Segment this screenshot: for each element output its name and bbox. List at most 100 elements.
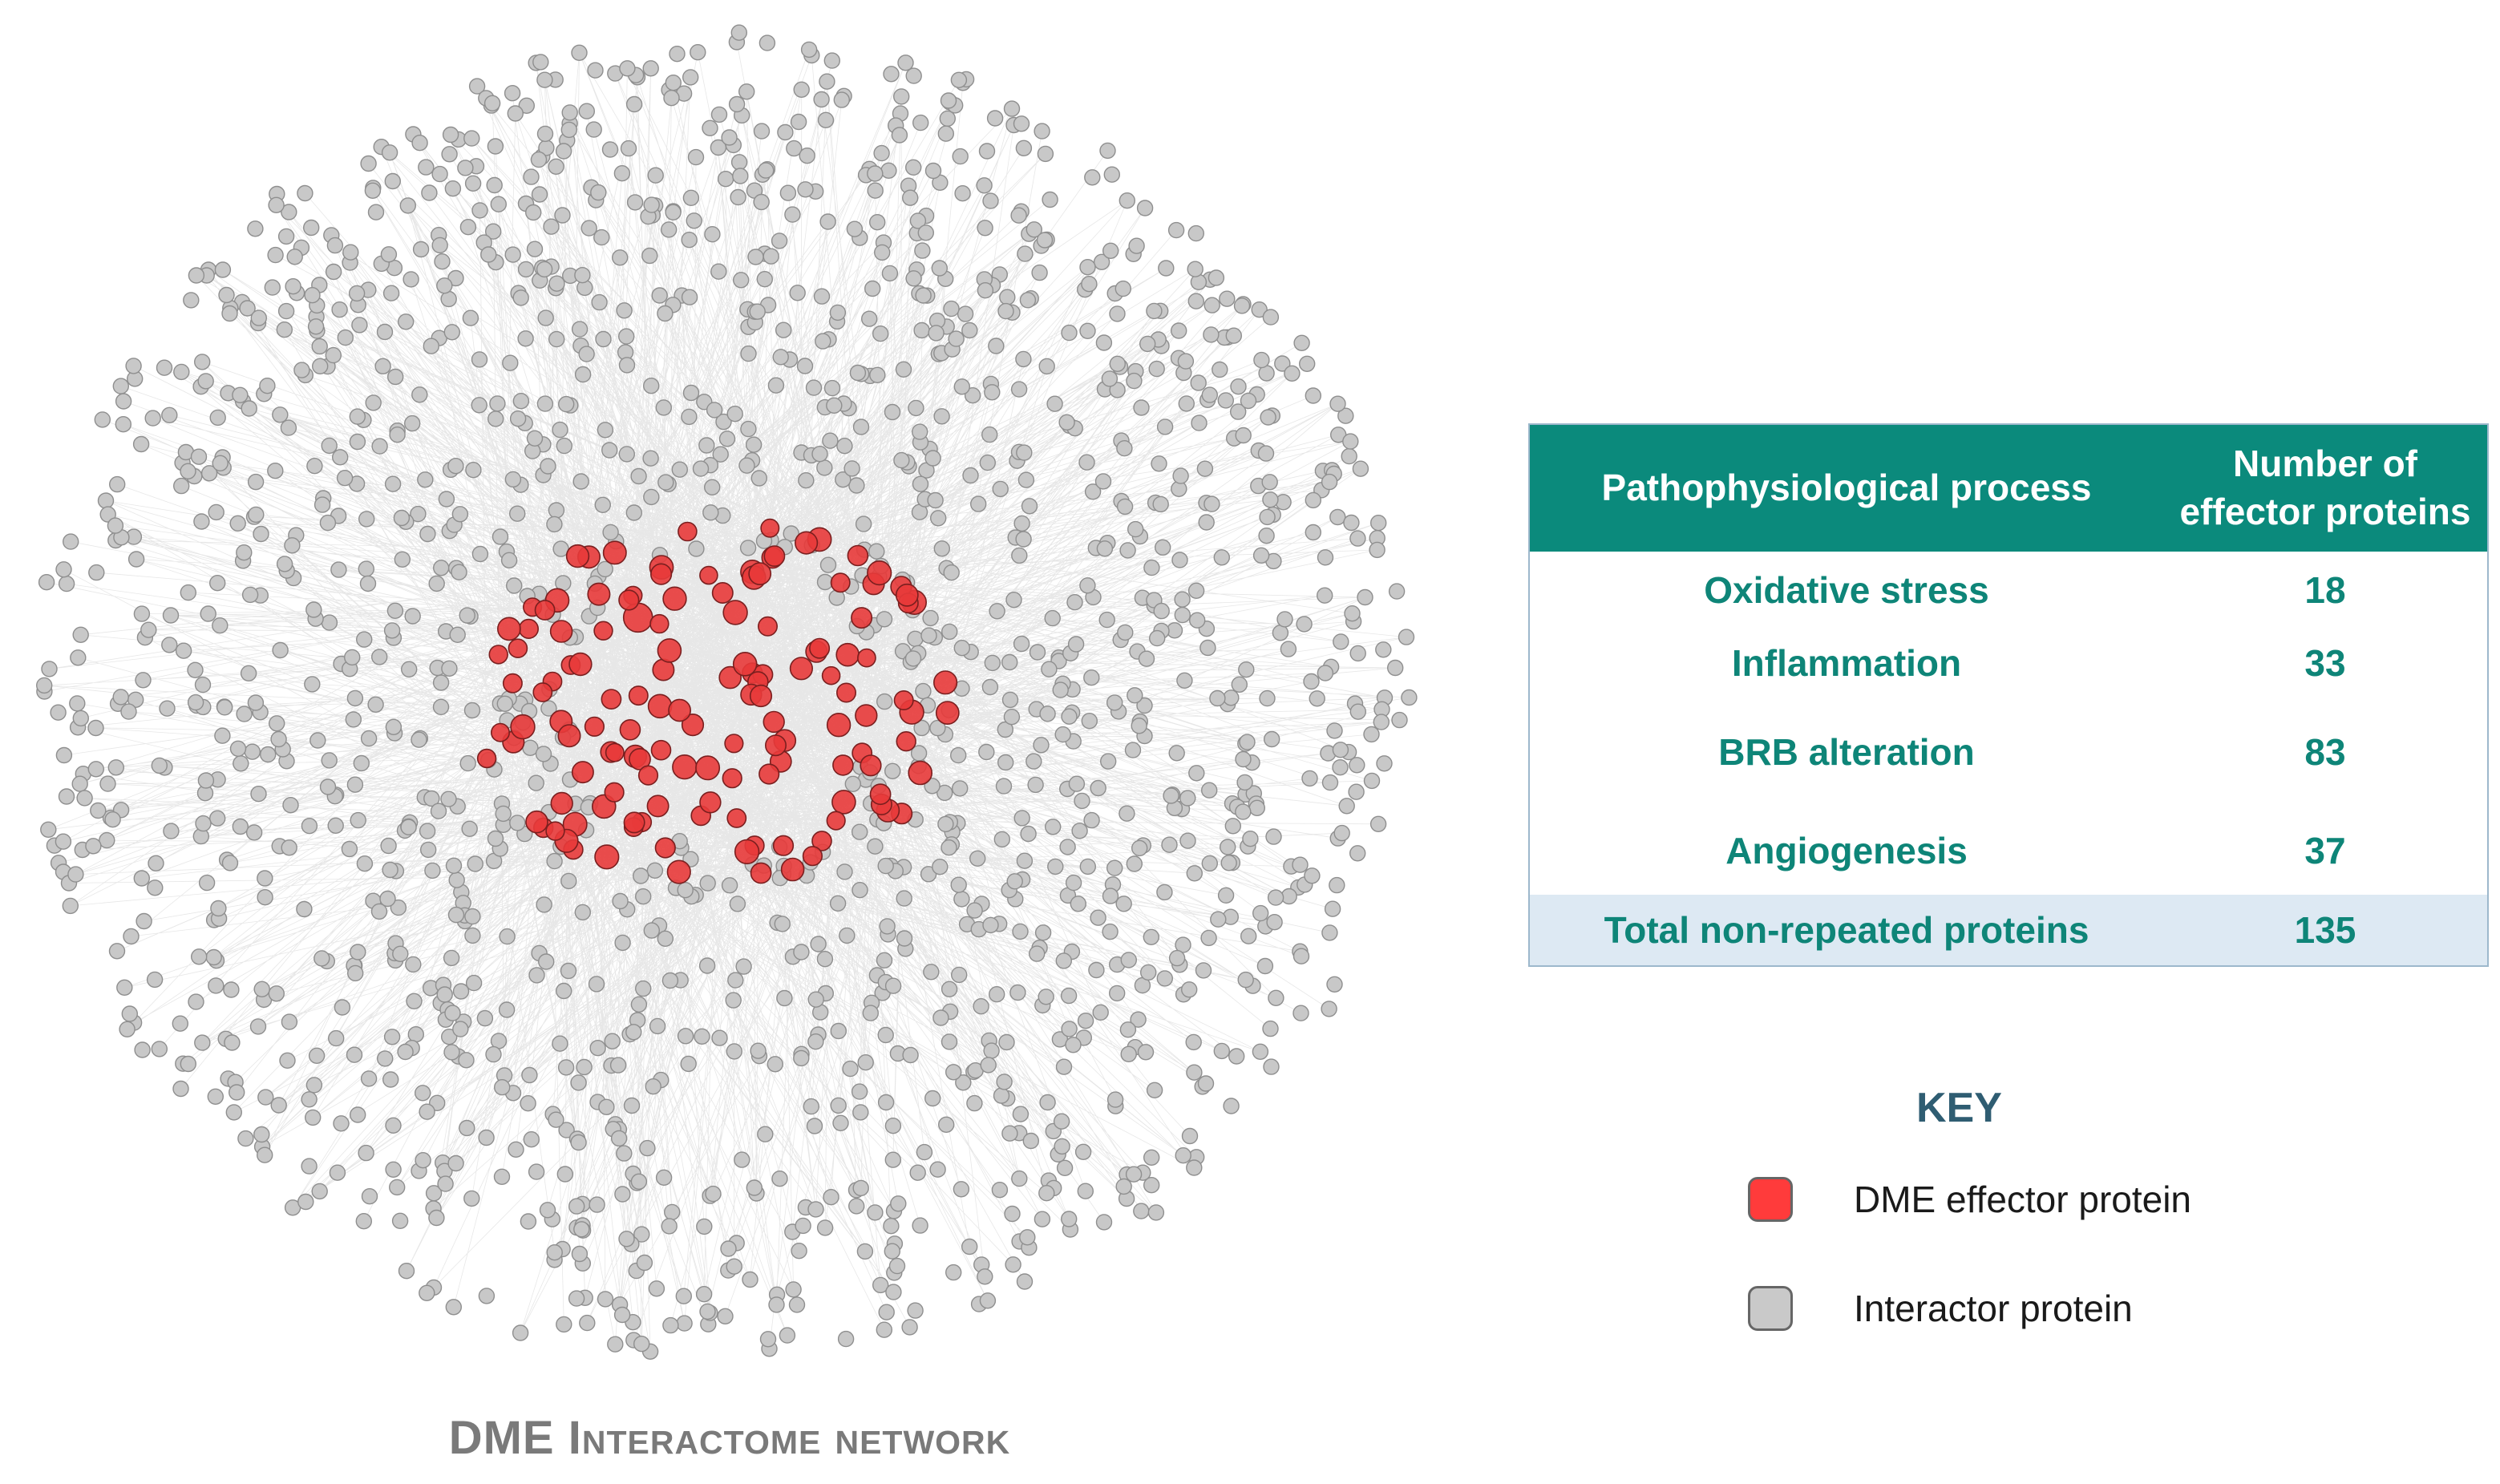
interactor-node — [468, 78, 486, 95]
interactor-node — [464, 175, 482, 192]
interactor-node — [868, 543, 885, 560]
interactor-node — [1125, 1166, 1143, 1183]
interactor-node — [187, 661, 204, 678]
interactor-node — [952, 148, 969, 165]
interactor-node — [579, 1314, 596, 1332]
interactor-node — [319, 778, 337, 795]
interactor-node — [1022, 1132, 1040, 1150]
interactor-node — [927, 491, 944, 509]
interactor-node — [1187, 261, 1203, 277]
interactor-node — [253, 1126, 270, 1143]
effector-node — [835, 642, 860, 667]
interactor-node — [67, 866, 84, 883]
interactor-node — [175, 642, 192, 659]
interactor-node — [995, 778, 1013, 795]
interactor-node — [597, 1291, 614, 1308]
interactor-node — [1119, 1021, 1137, 1038]
effector-node — [593, 621, 613, 641]
interactor-node — [108, 943, 126, 960]
interactor-node — [1262, 491, 1279, 508]
interactor-node — [1139, 964, 1157, 981]
interactor-node — [115, 416, 132, 433]
interactor-node — [819, 213, 836, 230]
interactor-node — [209, 409, 226, 427]
interactor-node — [212, 617, 229, 634]
interactor-node — [391, 1212, 409, 1230]
interactor-node — [1168, 745, 1185, 762]
effector-node — [601, 689, 622, 710]
interactor-node — [350, 811, 366, 829]
interactor-node — [304, 676, 321, 693]
effector-node — [750, 862, 772, 884]
interactor-node — [327, 817, 344, 835]
interactor-node — [281, 1013, 298, 1030]
interactor-node — [1200, 782, 1218, 799]
interactor-node — [325, 346, 342, 364]
interactor-node — [394, 551, 411, 568]
interactor-node — [800, 41, 818, 59]
interactor-node — [909, 1164, 926, 1181]
interactor-node — [478, 1129, 495, 1146]
interactor-node — [115, 393, 132, 410]
interactor-node — [334, 999, 351, 1016]
effector-node — [623, 811, 645, 834]
interactor-node — [651, 287, 668, 304]
interactor-node — [1210, 911, 1227, 928]
interactor-node — [1196, 460, 1214, 477]
interactor-node — [607, 1336, 624, 1353]
interactor-node — [432, 698, 450, 715]
interactor-node — [1224, 818, 1242, 835]
interactor-node — [526, 430, 544, 447]
interactor-node — [951, 780, 969, 797]
interactor-node — [924, 162, 942, 180]
interactor-node — [578, 103, 595, 119]
interactor-node — [119, 1021, 136, 1038]
interactor-node — [738, 83, 755, 100]
effector-node — [594, 844, 620, 870]
interactor-node — [359, 575, 377, 592]
interactor-node — [885, 1284, 902, 1300]
interactor-node — [1136, 200, 1154, 216]
interactor-node — [1028, 945, 1046, 962]
interactome-network — [36, 24, 1418, 1361]
interactor-node — [1070, 896, 1087, 912]
interactor-node — [296, 900, 313, 918]
interactor-node — [1092, 1004, 1109, 1021]
interactor-node — [382, 1071, 399, 1088]
interactor-node — [574, 366, 592, 383]
interactor-node — [735, 958, 752, 975]
interactor-node — [163, 823, 180, 839]
interactor-node — [398, 313, 415, 330]
interactor-node — [721, 877, 738, 894]
interactor-node — [55, 833, 72, 850]
interactor-node — [107, 759, 125, 776]
interactor-node — [941, 839, 957, 856]
interactor-node — [978, 743, 995, 761]
interactor-node — [571, 321, 589, 338]
effector-node — [549, 620, 573, 643]
effector-node — [718, 665, 742, 689]
interactor-node — [214, 261, 232, 278]
interactor-node — [726, 406, 743, 423]
interactor-node — [1263, 1058, 1280, 1075]
interactor-node — [988, 338, 1005, 354]
interactor-node — [884, 403, 901, 421]
interactor-node — [1079, 259, 1096, 276]
interactor-node — [1099, 753, 1117, 770]
interactor-node — [345, 711, 362, 728]
interactor-node — [225, 1104, 242, 1121]
interactor-node — [403, 271, 419, 288]
effector-node — [568, 652, 593, 677]
interactor-node — [581, 220, 597, 237]
interactor-node — [997, 302, 1014, 320]
interactor-node — [589, 1039, 606, 1057]
interactor-node — [915, 682, 932, 700]
interactor-node — [1146, 1082, 1163, 1099]
interactor-node — [146, 971, 164, 989]
interactor-node — [884, 762, 901, 779]
interactor-node — [1016, 444, 1033, 461]
interactor-node — [1187, 224, 1205, 242]
interactor-node — [943, 300, 960, 317]
effector-node — [488, 645, 508, 665]
interactor-node — [1376, 755, 1393, 772]
